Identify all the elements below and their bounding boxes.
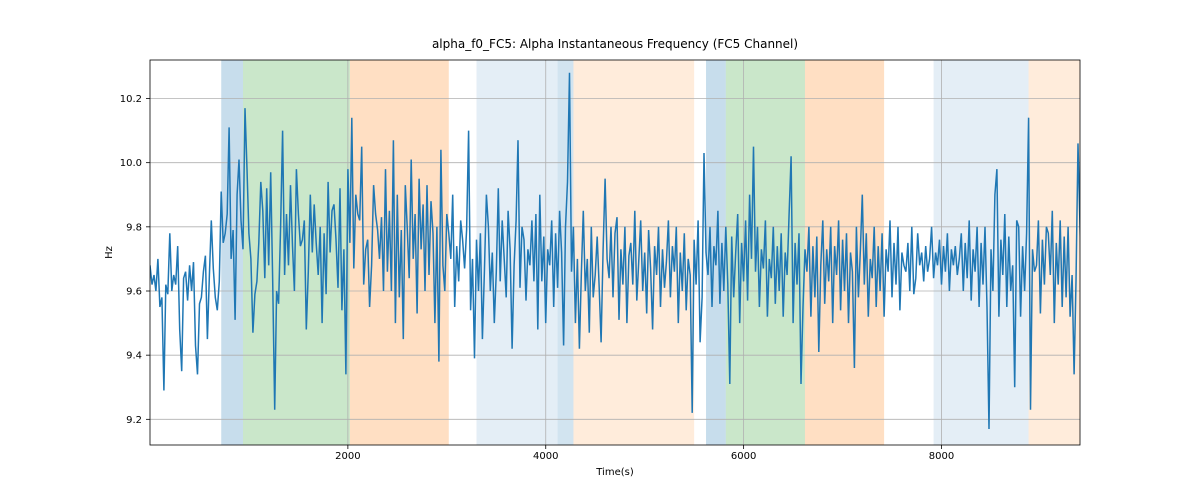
y-tick-label: 9.2: [126, 415, 142, 426]
y-tick-label: 9.4: [126, 351, 142, 362]
chart-container: 2000 4000 6000 8000 9.2 9.4 9.6 9.8 10.0 10.2 Time…: [0, 0, 1200, 500]
y-tick-label: 9.6: [126, 287, 142, 298]
x-tick-label: 4000: [533, 451, 558, 462]
x-tick-label: 8000: [929, 451, 954, 462]
shaded-region: [1029, 60, 1080, 445]
x-tick-label: 2000: [335, 451, 360, 462]
y-tick-label: 10.2: [120, 94, 142, 105]
x-axis-label: Time(s): [595, 467, 634, 478]
y-tick-label: 10.0: [120, 158, 142, 169]
y-axis-label: Hz: [104, 246, 115, 259]
y-tick-label: 9.8: [126, 222, 142, 233]
chart-title: alpha_f0_FC5: Alpha Instantaneous Freque…: [432, 37, 798, 51]
chart-svg: 2000 4000 6000 8000 9.2 9.4 9.6 9.8 10.0 10.2 Time…: [0, 0, 1200, 500]
x-tick-label: 6000: [731, 451, 756, 462]
